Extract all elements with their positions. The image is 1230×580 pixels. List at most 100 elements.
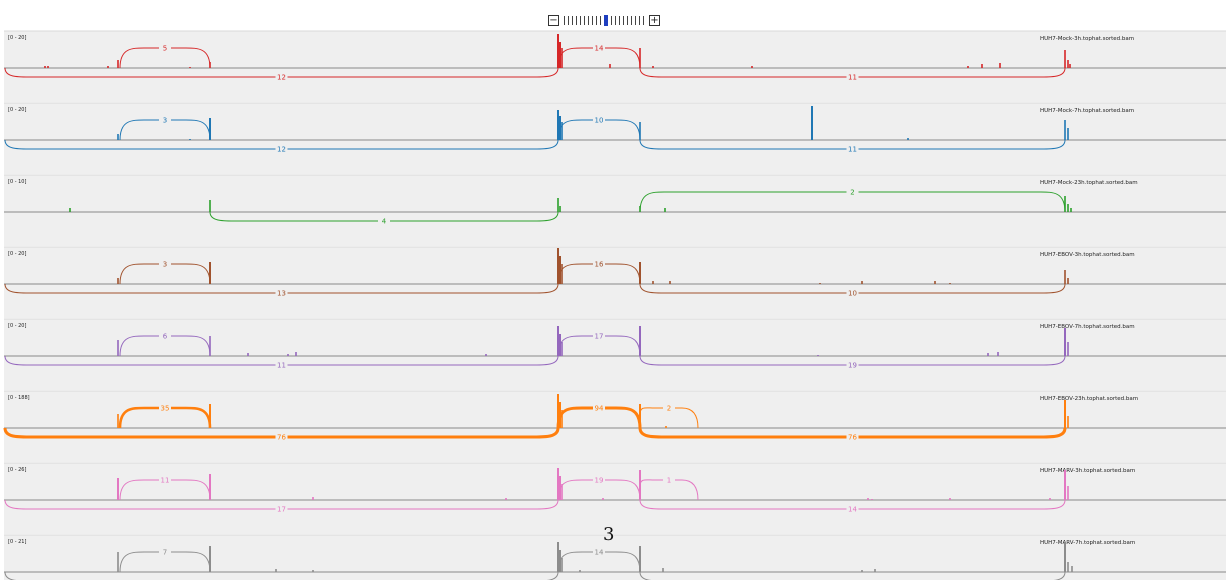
zoom-slider-thumb[interactable] bbox=[604, 15, 608, 26]
track-background bbox=[4, 103, 1226, 174]
zoom-slider-tick bbox=[619, 16, 620, 25]
track-4[interactable]: [0 - 20] HUH7-EBOV-3h.tophat.sorted.bam 3 1… bbox=[4, 246, 1226, 318]
coverage-bar bbox=[819, 283, 821, 284]
junction-arc[interactable] bbox=[639, 479, 699, 501]
coverage-bar bbox=[861, 570, 863, 572]
track-5[interactable]: [0 - 20] HUH7-EBOV-7h.tophat.sorted.bam 6 1… bbox=[4, 318, 1226, 390]
coverage-bar bbox=[999, 63, 1001, 68]
coverage-bar bbox=[209, 336, 211, 356]
junction-count-background bbox=[159, 116, 171, 123]
junction-count-label: 11 bbox=[848, 146, 857, 154]
junction-count-label: 11 bbox=[161, 477, 170, 485]
coverage-bar bbox=[189, 67, 191, 68]
coverage-bar bbox=[639, 122, 641, 140]
coverage-bar bbox=[275, 569, 277, 572]
zoom-out-button[interactable]: − bbox=[548, 15, 559, 26]
coverage-bar bbox=[557, 110, 559, 140]
coverage-bar bbox=[557, 394, 559, 428]
coverage-bar bbox=[561, 484, 563, 500]
junction-count-label: 14 bbox=[595, 45, 604, 53]
coverage-bar bbox=[209, 474, 211, 500]
coverage-bar bbox=[557, 198, 559, 212]
junction-count-background bbox=[275, 361, 288, 368]
junction-count-background bbox=[663, 476, 675, 483]
coverage-bar bbox=[817, 355, 819, 356]
track-file-label: HUH7-MARV-7h.tophat.sorted.bam bbox=[1040, 540, 1135, 546]
coverage-bar bbox=[1067, 486, 1069, 500]
junction-count-label: 19 bbox=[595, 477, 604, 485]
junction-count-label: 1 bbox=[667, 477, 671, 485]
coverage-bar bbox=[561, 410, 563, 428]
track-range-label: [0 - 20] bbox=[8, 107, 26, 113]
track-background bbox=[4, 391, 1226, 462]
track-file-label: HUH7-EBOV-23h.tophat.sorted.bam bbox=[1040, 396, 1138, 402]
junction-count-label: 19 bbox=[848, 362, 857, 370]
coverage-bar bbox=[949, 283, 951, 284]
junction-count-background bbox=[159, 476, 171, 483]
junction-count-label: 7 bbox=[163, 549, 167, 557]
track-3[interactable]: [0 - 10] HUH7-Mock-23h.tophat.sorted.bam 4… bbox=[4, 174, 1226, 246]
junction-arc[interactable] bbox=[639, 407, 699, 429]
coverage-bar bbox=[505, 498, 507, 500]
junction-arc[interactable] bbox=[639, 571, 1066, 580]
coverage-bar bbox=[69, 208, 71, 212]
zoom-control[interactable]: − + bbox=[548, 14, 660, 27]
zoom-slider-tick bbox=[600, 16, 601, 25]
track-8[interactable]: [0 - 21] HUH7-MARV-7h.tophat.sorted.bam 7 1… bbox=[4, 534, 1226, 580]
coverage-bar bbox=[639, 326, 641, 356]
junction-count-label: 13 bbox=[277, 290, 286, 298]
junction-count-background bbox=[159, 260, 171, 267]
coverage-bar bbox=[559, 206, 561, 212]
coverage-bar bbox=[209, 546, 211, 572]
coverage-bar bbox=[485, 354, 487, 356]
junction-count-label: 11 bbox=[848, 74, 857, 82]
junction-arc[interactable] bbox=[4, 571, 559, 580]
coverage-bar bbox=[1064, 270, 1066, 284]
track-6[interactable]: [0 - 188] HUH7-EBOV-23h.tophat.sorted.bam… bbox=[3, 390, 1226, 462]
junction-count-label: 94 bbox=[595, 405, 604, 413]
coverage-bar bbox=[1067, 204, 1069, 212]
track-2[interactable]: [0 - 20] HUH7-Mock-7h.tophat.sorted.bam 3 1… bbox=[4, 102, 1226, 174]
coverage-bar bbox=[117, 340, 119, 356]
zoom-slider-tick bbox=[576, 16, 577, 25]
junction-count-background bbox=[593, 548, 605, 555]
track-7[interactable]: [0 - 26] HUH7-MARV-3h.tophat.sorted.bam11… bbox=[4, 462, 1226, 534]
junction-count-label: 14 bbox=[595, 549, 604, 557]
coverage-bar bbox=[652, 281, 654, 284]
coverage-bar bbox=[287, 354, 289, 356]
junction-count-label: 11 bbox=[277, 362, 286, 370]
junction-count-background bbox=[275, 73, 288, 80]
coverage-bar bbox=[997, 352, 999, 356]
track-range-label: [0 - 20] bbox=[8, 251, 26, 257]
junction-count-background bbox=[275, 433, 288, 440]
track-1[interactable]: [0 - 20] HUH7-Mock-3h.tophat.sorted.bam 5 1… bbox=[4, 30, 1226, 102]
junction-count-background bbox=[593, 404, 605, 411]
coverage-bar bbox=[1067, 342, 1069, 356]
junction-count-background bbox=[846, 433, 859, 440]
coverage-bar bbox=[1049, 498, 1051, 500]
coverage-bar bbox=[247, 353, 249, 356]
zoom-slider[interactable] bbox=[564, 15, 644, 26]
coverage-bar bbox=[751, 66, 753, 68]
coverage-bar bbox=[117, 414, 119, 428]
coverage-bar bbox=[312, 570, 314, 572]
coverage-bar bbox=[652, 66, 654, 68]
coverage-bar bbox=[861, 281, 863, 284]
coverage-bar bbox=[609, 64, 611, 68]
zoom-slider-tick bbox=[596, 16, 597, 25]
junction-count-background bbox=[846, 289, 859, 296]
junction-count-background bbox=[275, 145, 288, 152]
junction-count-background bbox=[378, 217, 390, 224]
track-range-label: [0 - 21] bbox=[8, 539, 26, 545]
zoom-in-button[interactable]: + bbox=[649, 15, 660, 26]
coverage-bar bbox=[559, 42, 561, 68]
coverage-bar bbox=[295, 352, 297, 356]
coverage-bar bbox=[669, 281, 671, 284]
junction-count-background bbox=[593, 44, 605, 51]
junction-count-background bbox=[159, 548, 171, 555]
coverage-bar bbox=[561, 48, 563, 68]
junction-count-background bbox=[846, 73, 859, 80]
coverage-bar bbox=[602, 498, 604, 500]
track-file-label: HUH7-Mock-23h.tophat.sorted.bam bbox=[1040, 180, 1138, 186]
